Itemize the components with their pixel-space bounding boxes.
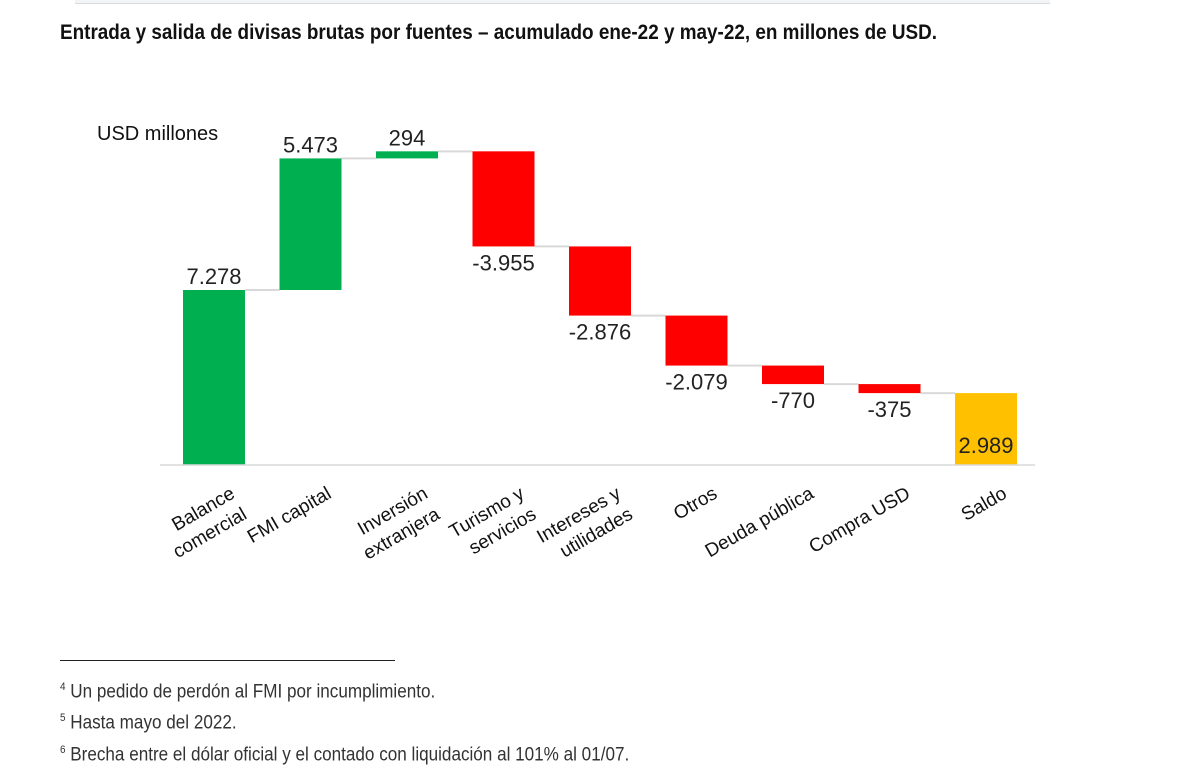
category-label: FMI capital [244,483,335,548]
footnote-5: 5 Hasta mayo del 2022. [60,712,237,734]
data-label: -2.876 [569,320,631,345]
data-label: -375 [867,397,911,422]
bar-3 [472,151,535,247]
bar-0 [183,290,245,465]
bar-5 [665,315,728,366]
bar-4 [569,246,631,316]
category-label: Saldo [958,483,1011,525]
data-label: 7.278 [186,264,241,289]
waterfall-chart: USD millones 7.278 Balancecomercial 5.473 F… [97,123,1035,569]
bar-1 [279,158,342,290]
category-label: Deuda pública [702,483,818,562]
data-label: -770 [771,388,815,413]
bar-8 [955,393,1017,465]
data-label: 2.989 [958,433,1013,458]
footnote-6: 6 Brecha entre el dólar oficial y el con… [60,743,630,765]
bar-2 [376,151,438,159]
footnote-4: 4 Un pedido de perdón al FMI por incumpl… [60,681,436,703]
data-label: -3.955 [472,250,534,275]
category-label: Otros [670,483,721,524]
bar-6 [762,365,824,385]
data-label: 5.473 [283,132,338,157]
category-label: Turismo yservicios [446,483,541,564]
bar-7 [858,384,921,394]
category-label: Compra USD [806,483,914,558]
data-label: 294 [389,125,426,150]
category-label: Inversiónextranjera [348,483,444,564]
category-label: Intereses yutilidades [534,483,637,569]
data-label: -2.079 [665,370,727,395]
y-axis-label: USD millones [97,123,218,145]
chart-title: Entrada y salida de divisas brutas por f… [60,21,938,44]
footnotes: 4 Un pedido de perdón al FMI por incumpl… [60,674,629,768]
footnote-rule [60,660,395,661]
category-label: Balancecomercial [158,483,251,563]
top-frame [75,0,1050,4]
